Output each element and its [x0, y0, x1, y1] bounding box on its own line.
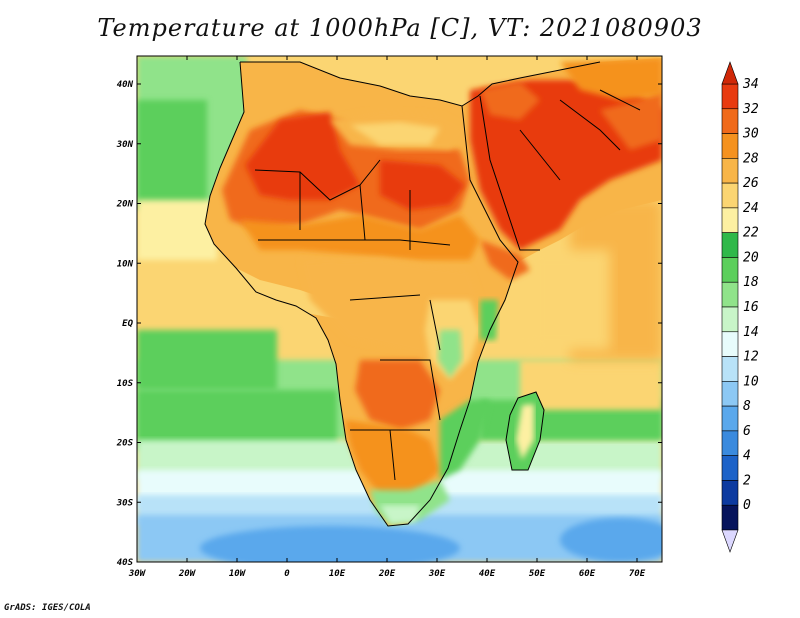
colorbar-label: 2	[743, 473, 751, 488]
lon-label: 30E	[428, 569, 446, 579]
colorbar-label: 18	[743, 275, 759, 290]
lat-label: 30N	[116, 140, 134, 150]
colorbar-segment	[721, 381, 739, 407]
colorbar-label: 12	[743, 350, 759, 365]
colorbar-segment	[721, 257, 739, 283]
lat-label: 40S	[117, 558, 134, 568]
colorbar-segment	[721, 133, 739, 159]
colorbar-segment	[721, 455, 739, 481]
plot-title: Temperature at 1000hPa [C], VT: 20210809…	[97, 14, 703, 42]
colorbar-label: 16	[743, 300, 759, 315]
colorbar-label: 34	[742, 77, 759, 92]
colorbar-label: 0	[743, 498, 751, 513]
lon-label: 40E	[479, 569, 496, 579]
colorbar-label: 8	[743, 399, 751, 414]
lat-label: 10S	[117, 379, 134, 389]
latitude-labels: 40N 30N 20N 10N EQ 10S 20S 30S 40S	[116, 80, 134, 568]
colorbar-segment	[721, 281, 739, 308]
lon-label: 20E	[378, 569, 396, 579]
colorbar-segment	[721, 405, 739, 432]
colorbar-label: 14	[743, 325, 759, 340]
lon-label: 60E	[579, 569, 596, 579]
colorbar-segment	[721, 83, 739, 110]
colorbar-label: 4	[743, 449, 751, 464]
lon-label: 50E	[529, 569, 546, 579]
colorbar-top-arrow	[721, 61, 739, 85]
lat-label: 10N	[117, 259, 134, 269]
colorbar-label: 30	[742, 127, 759, 142]
colorbar-segment	[721, 306, 739, 333]
colorbar-segment	[721, 480, 739, 506]
colorbar-label: 32	[742, 102, 759, 117]
lon-label: 10W	[229, 569, 247, 579]
colorbar-segment	[721, 504, 739, 531]
colorbar-segment	[721, 232, 739, 258]
lon-label: 70E	[629, 569, 646, 579]
colorbar-segment	[721, 331, 739, 357]
lon-label: 0	[284, 569, 290, 579]
colorbar-label: 24	[743, 201, 759, 216]
longitude-labels: 30W 20W 10W 0 10E 20E 30E 40E 50E 60E 70E	[128, 569, 646, 579]
lat-label: 30S	[116, 498, 134, 508]
colorbar-label: 28	[743, 151, 759, 166]
lon-label: 10E	[329, 569, 346, 579]
colorbar-segment	[721, 207, 739, 233]
grads-credit: GrADS: IGES/COLA	[4, 603, 91, 613]
lat-label: 40N	[117, 80, 134, 90]
colorbar-segment	[721, 182, 739, 209]
map-frame	[136, 55, 663, 563]
colorbar-segment	[721, 430, 739, 456]
lon-label: 30W	[128, 569, 147, 579]
coastline-outlines	[204, 61, 641, 527]
lat-label: 20N	[116, 200, 134, 210]
colorbar-segment	[721, 158, 739, 184]
colorbar-label: 26	[743, 176, 759, 191]
colorbar-label: 22	[743, 226, 759, 241]
temperature-field	[137, 56, 662, 562]
colorbar-label: 6	[743, 424, 751, 439]
lon-label: 20W	[178, 569, 197, 579]
colorbar-segment	[721, 108, 739, 134]
axis-ticks	[136, 56, 662, 563]
lat-label: 20S	[116, 439, 134, 449]
colorbar-bottom-arrow	[721, 529, 739, 553]
colorbar-segment	[721, 356, 739, 382]
lat-label: EQ	[122, 319, 133, 329]
colorbar-label: 10	[743, 374, 759, 389]
colorbar-label: 20	[743, 250, 759, 265]
